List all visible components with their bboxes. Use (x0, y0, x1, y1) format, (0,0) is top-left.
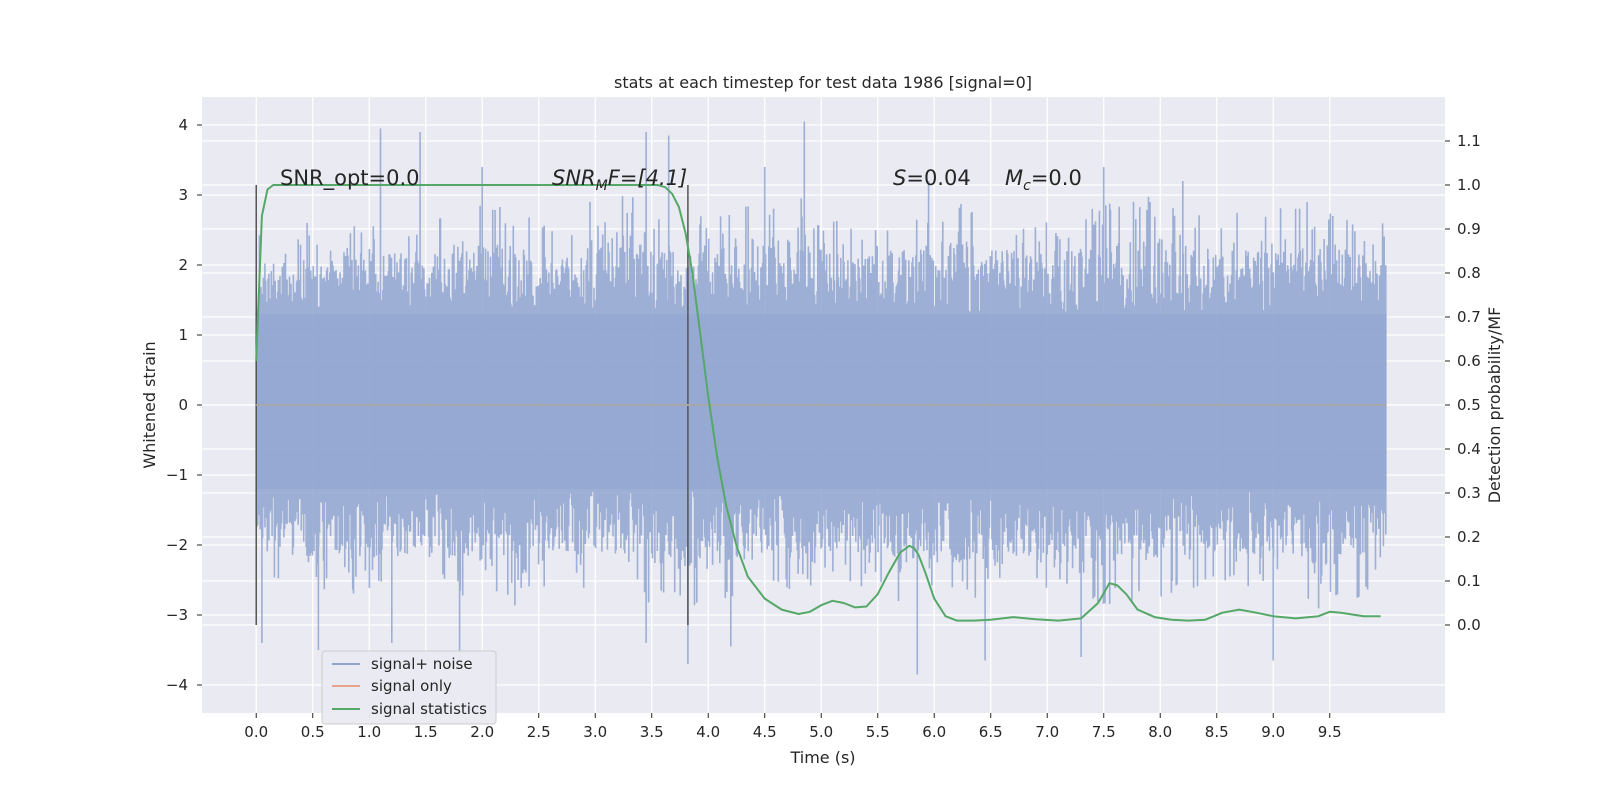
y-left-tick-label-7: −3 (166, 606, 188, 624)
x-tick-label-2: 1.0 (357, 723, 381, 741)
x-tick-label-1: 0.5 (301, 723, 325, 741)
annotation-s-main: S (893, 166, 906, 190)
x-tick-label-18: 9.0 (1261, 723, 1285, 741)
annotation-snr-mf-main: SNR (552, 166, 596, 190)
x-tick-label-19: 9.5 (1318, 723, 1342, 741)
x-tick-label-8: 4.0 (696, 723, 720, 741)
y-left-tick-label-8: −4 (166, 676, 188, 694)
x-tick-label-11: 5.5 (866, 723, 890, 741)
y-left-tick-label-4: 0 (178, 396, 188, 414)
x-tick-label-13: 6.5 (979, 723, 1003, 741)
y-left-tick-label-3: 1 (178, 326, 188, 344)
legend-label-signal-only: signal only (371, 677, 452, 695)
annotation-snr-mf-sub: M (596, 178, 608, 194)
y-right-tick-label-5: 0.6 (1457, 352, 1481, 370)
y-right-tick-label-9: 0.2 (1457, 528, 1481, 546)
y-right-tick-label-7: 0.4 (1457, 440, 1481, 458)
legend-box (321, 650, 497, 725)
y-right-tick-label-2: 0.9 (1457, 220, 1481, 238)
signal-statistics-series (255, 184, 1381, 622)
x-tick-label-6: 3.0 (583, 723, 607, 741)
x-tick-label-0: 0.0 (244, 723, 268, 741)
legend-label-signal-statistics: signal statistics (371, 700, 487, 718)
signal-statistics-line (255, 184, 1381, 622)
x-tick-label-16: 8.0 (1148, 723, 1172, 741)
annotation-mc-sub: c (1023, 178, 1031, 194)
x-tick-label-17: 8.5 (1205, 723, 1229, 741)
chart-title: stats at each timestep for test data 198… (614, 73, 1032, 92)
y-right-tick-label-3: 0.8 (1457, 264, 1481, 282)
legend-label-signal-noise: signal+ noise (371, 655, 473, 673)
x-tick-label-12: 6.0 (922, 723, 946, 741)
x-tick-label-5: 2.5 (527, 723, 551, 741)
y-left-tick-label-5: −1 (166, 466, 188, 484)
x-tick-label-9: 4.5 (753, 723, 777, 741)
signal-noise-series (255, 121, 1387, 675)
legend: signal+ noise signal only signal statist… (321, 650, 497, 725)
annotation-s: S=0.04 (893, 166, 971, 190)
y-left-tick-label-0: 4 (178, 116, 188, 134)
annotation-mc: Mc=0.0 (1005, 166, 1082, 194)
annotation-mc-rest: =0.0 (1031, 166, 1082, 190)
y-right-tick-label-6: 0.5 (1457, 396, 1481, 414)
annotations: SNR_opt=0.0 SNRMF=[4.1] S=0.04 Mc=0.0 (280, 166, 1082, 194)
y-right-tick-label-0: 1.1 (1457, 132, 1481, 150)
x-tick-label-15: 7.5 (1092, 723, 1116, 741)
x-tick-label-3: 1.5 (414, 723, 438, 741)
y-right-tick-label-8: 0.3 (1457, 484, 1481, 502)
signal-noise-core (256, 314, 1387, 489)
y-right-tick-label-4: 0.7 (1457, 308, 1481, 326)
annotation-s-rest: =0.04 (906, 166, 970, 190)
y-right-tick-label-11: 0.0 (1457, 616, 1481, 634)
x-tick-label-4: 2.0 (470, 723, 494, 741)
y-right-axis-ticks: 1.1 1.0 0.9 0.8 0.7 0.6 0.5 0.4 0.3 0.2 0.1 0.0 (1445, 132, 1481, 634)
x-axis-ticks: 0.0 0.5 1.0 1.5 2.0 2.5 3.0 3.5 4.0 4.5 5.0 5.5 6.0 6… (244, 713, 1342, 741)
annotation-snr-mf: SNRMF=[4.1] (552, 166, 687, 194)
annotation-snr-mf-rest: F=[4.1] (608, 166, 687, 190)
x-tick-label-14: 7.0 (1035, 723, 1059, 741)
y-left-tick-label-1: 3 (178, 186, 188, 204)
y-right-tick-label-10: 0.1 (1457, 572, 1481, 590)
y-left-tick-label-2: 2 (178, 256, 188, 274)
y-right-axis-label: Detection probability/MF (1485, 307, 1504, 504)
annotation-snr-opt: SNR_opt=0.0 (280, 166, 420, 191)
y-left-axis-ticks: 4 3 2 1 0 −1 −2 −3 −4 (166, 116, 202, 694)
annotation-mc-main: M (1005, 166, 1023, 190)
x-tick-label-10: 5.0 (809, 723, 833, 741)
y-left-tick-label-6: −2 (166, 536, 188, 554)
x-tick-label-7: 3.5 (640, 723, 664, 741)
y-right-tick-label-1: 1.0 (1457, 176, 1481, 194)
y-left-axis-label: Whitened strain (140, 341, 159, 468)
x-axis-label: Time (s) (789, 748, 855, 767)
